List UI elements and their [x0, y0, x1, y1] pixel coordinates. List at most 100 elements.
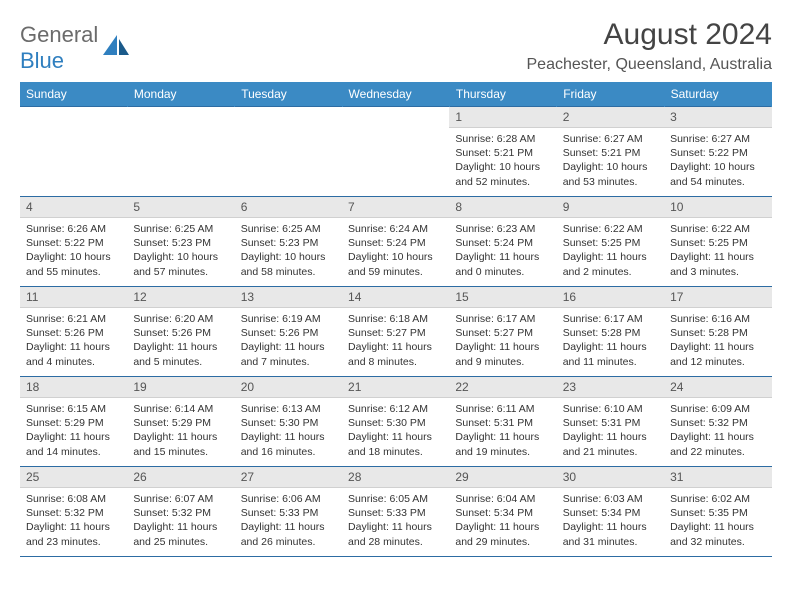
calendar-cell: 26Sunrise: 6:07 AMSunset: 5:32 PMDayligh… — [127, 467, 234, 557]
day-details: Sunrise: 6:17 AMSunset: 5:27 PMDaylight:… — [449, 308, 556, 373]
day-number: 31 — [664, 467, 771, 488]
day-number: 7 — [342, 197, 449, 218]
calendar-cell: 3Sunrise: 6:27 AMSunset: 5:22 PMDaylight… — [664, 107, 771, 197]
calendar-cell: 16Sunrise: 6:17 AMSunset: 5:28 PMDayligh… — [557, 287, 664, 377]
day-number: 17 — [664, 287, 771, 308]
day-details: Sunrise: 6:12 AMSunset: 5:30 PMDaylight:… — [342, 398, 449, 463]
day-details: Sunrise: 6:23 AMSunset: 5:24 PMDaylight:… — [449, 218, 556, 283]
calendar-cell: 28Sunrise: 6:05 AMSunset: 5:33 PMDayligh… — [342, 467, 449, 557]
day-number: 19 — [127, 377, 234, 398]
calendar-cell: 7Sunrise: 6:24 AMSunset: 5:24 PMDaylight… — [342, 197, 449, 287]
day-details: Sunrise: 6:22 AMSunset: 5:25 PMDaylight:… — [557, 218, 664, 283]
day-details: Sunrise: 6:22 AMSunset: 5:25 PMDaylight:… — [664, 218, 771, 283]
day-number: 30 — [557, 467, 664, 488]
calendar-cell: 31Sunrise: 6:02 AMSunset: 5:35 PMDayligh… — [664, 467, 771, 557]
logo-text-blue: Blue — [20, 48, 64, 73]
location: Peachester, Queensland, Australia — [527, 56, 773, 74]
day-number: 3 — [664, 107, 771, 128]
weekday-header: Thursday — [449, 82, 556, 107]
day-details: Sunrise: 6:07 AMSunset: 5:32 PMDaylight:… — [127, 488, 234, 553]
day-details: Sunrise: 6:18 AMSunset: 5:27 PMDaylight:… — [342, 308, 449, 373]
day-number: 13 — [235, 287, 342, 308]
day-number: 2 — [557, 107, 664, 128]
day-details: Sunrise: 6:26 AMSunset: 5:22 PMDaylight:… — [20, 218, 127, 283]
day-details: Sunrise: 6:24 AMSunset: 5:24 PMDaylight:… — [342, 218, 449, 283]
day-number: 20 — [235, 377, 342, 398]
day-details: Sunrise: 6:19 AMSunset: 5:26 PMDaylight:… — [235, 308, 342, 373]
calendar-row: 18Sunrise: 6:15 AMSunset: 5:29 PMDayligh… — [20, 377, 772, 467]
weekday-header: Saturday — [664, 82, 771, 107]
calendar-row: 25Sunrise: 6:08 AMSunset: 5:32 PMDayligh… — [20, 467, 772, 557]
calendar-cell: 13Sunrise: 6:19 AMSunset: 5:26 PMDayligh… — [235, 287, 342, 377]
calendar-cell: 27Sunrise: 6:06 AMSunset: 5:33 PMDayligh… — [235, 467, 342, 557]
calendar-cell: 8Sunrise: 6:23 AMSunset: 5:24 PMDaylight… — [449, 197, 556, 287]
calendar-cell: 24Sunrise: 6:09 AMSunset: 5:32 PMDayligh… — [664, 377, 771, 467]
day-number: 18 — [20, 377, 127, 398]
calendar-cell: 20Sunrise: 6:13 AMSunset: 5:30 PMDayligh… — [235, 377, 342, 467]
calendar-cell: 1Sunrise: 6:28 AMSunset: 5:21 PMDaylight… — [449, 107, 556, 197]
day-number: 22 — [449, 377, 556, 398]
calendar-cell: 5Sunrise: 6:25 AMSunset: 5:23 PMDaylight… — [127, 197, 234, 287]
logo-text-general: General — [20, 22, 98, 47]
month-title: August 2024 — [527, 18, 773, 52]
day-details: Sunrise: 6:04 AMSunset: 5:34 PMDaylight:… — [449, 488, 556, 553]
day-number: 25 — [20, 467, 127, 488]
day-details: Sunrise: 6:10 AMSunset: 5:31 PMDaylight:… — [557, 398, 664, 463]
calendar-table: SundayMondayTuesdayWednesdayThursdayFrid… — [20, 82, 772, 557]
day-details: Sunrise: 6:25 AMSunset: 5:23 PMDaylight:… — [127, 218, 234, 283]
weekday-header: Tuesday — [235, 82, 342, 107]
calendar-cell: 29Sunrise: 6:04 AMSunset: 5:34 PMDayligh… — [449, 467, 556, 557]
day-number: 15 — [449, 287, 556, 308]
calendar-cell: 21Sunrise: 6:12 AMSunset: 5:30 PMDayligh… — [342, 377, 449, 467]
day-details: Sunrise: 6:13 AMSunset: 5:30 PMDaylight:… — [235, 398, 342, 463]
day-details: Sunrise: 6:20 AMSunset: 5:26 PMDaylight:… — [127, 308, 234, 373]
calendar-cell: 12Sunrise: 6:20 AMSunset: 5:26 PMDayligh… — [127, 287, 234, 377]
day-details: Sunrise: 6:05 AMSunset: 5:33 PMDaylight:… — [342, 488, 449, 553]
day-details: Sunrise: 6:02 AMSunset: 5:35 PMDaylight:… — [664, 488, 771, 553]
day-details: Sunrise: 6:17 AMSunset: 5:28 PMDaylight:… — [557, 308, 664, 373]
day-details: Sunrise: 6:16 AMSunset: 5:28 PMDaylight:… — [664, 308, 771, 373]
calendar-cell: 25Sunrise: 6:08 AMSunset: 5:32 PMDayligh… — [20, 467, 127, 557]
calendar-cell — [342, 107, 449, 197]
day-number: 16 — [557, 287, 664, 308]
calendar-cell: 9Sunrise: 6:22 AMSunset: 5:25 PMDaylight… — [557, 197, 664, 287]
weekday-header: Friday — [557, 82, 664, 107]
day-number: 9 — [557, 197, 664, 218]
weekday-header: Monday — [127, 82, 234, 107]
calendar-header-row: SundayMondayTuesdayWednesdayThursdayFrid… — [20, 82, 772, 107]
day-number: 27 — [235, 467, 342, 488]
day-details: Sunrise: 6:09 AMSunset: 5:32 PMDaylight:… — [664, 398, 771, 463]
calendar-cell: 19Sunrise: 6:14 AMSunset: 5:29 PMDayligh… — [127, 377, 234, 467]
day-details: Sunrise: 6:28 AMSunset: 5:21 PMDaylight:… — [449, 128, 556, 193]
weekday-header: Sunday — [20, 82, 127, 107]
title-block: August 2024 Peachester, Queensland, Aust… — [527, 18, 773, 74]
calendar-cell — [235, 107, 342, 197]
day-number: 8 — [449, 197, 556, 218]
weekday-header: Wednesday — [342, 82, 449, 107]
calendar-cell: 14Sunrise: 6:18 AMSunset: 5:27 PMDayligh… — [342, 287, 449, 377]
calendar-cell: 4Sunrise: 6:26 AMSunset: 5:22 PMDaylight… — [20, 197, 127, 287]
day-details: Sunrise: 6:15 AMSunset: 5:29 PMDaylight:… — [20, 398, 127, 463]
calendar-cell: 6Sunrise: 6:25 AMSunset: 5:23 PMDaylight… — [235, 197, 342, 287]
day-details: Sunrise: 6:27 AMSunset: 5:22 PMDaylight:… — [664, 128, 771, 193]
calendar-cell: 17Sunrise: 6:16 AMSunset: 5:28 PMDayligh… — [664, 287, 771, 377]
calendar-row: 1Sunrise: 6:28 AMSunset: 5:21 PMDaylight… — [20, 107, 772, 197]
calendar-cell: 11Sunrise: 6:21 AMSunset: 5:26 PMDayligh… — [20, 287, 127, 377]
calendar-cell: 2Sunrise: 6:27 AMSunset: 5:21 PMDaylight… — [557, 107, 664, 197]
calendar-cell: 18Sunrise: 6:15 AMSunset: 5:29 PMDayligh… — [20, 377, 127, 467]
calendar-cell: 23Sunrise: 6:10 AMSunset: 5:31 PMDayligh… — [557, 377, 664, 467]
day-details: Sunrise: 6:11 AMSunset: 5:31 PMDaylight:… — [449, 398, 556, 463]
day-details: Sunrise: 6:25 AMSunset: 5:23 PMDaylight:… — [235, 218, 342, 283]
calendar-body: 1Sunrise: 6:28 AMSunset: 5:21 PMDaylight… — [20, 107, 772, 557]
day-number: 11 — [20, 287, 127, 308]
day-number: 5 — [127, 197, 234, 218]
day-number: 28 — [342, 467, 449, 488]
day-number: 4 — [20, 197, 127, 218]
calendar-row: 4Sunrise: 6:26 AMSunset: 5:22 PMDaylight… — [20, 197, 772, 287]
day-number: 24 — [664, 377, 771, 398]
calendar-cell — [20, 107, 127, 197]
day-number: 6 — [235, 197, 342, 218]
day-details: Sunrise: 6:27 AMSunset: 5:21 PMDaylight:… — [557, 128, 664, 193]
logo-sail-icon — [103, 35, 131, 62]
header: General Blue August 2024 Peachester, Que… — [20, 18, 772, 74]
